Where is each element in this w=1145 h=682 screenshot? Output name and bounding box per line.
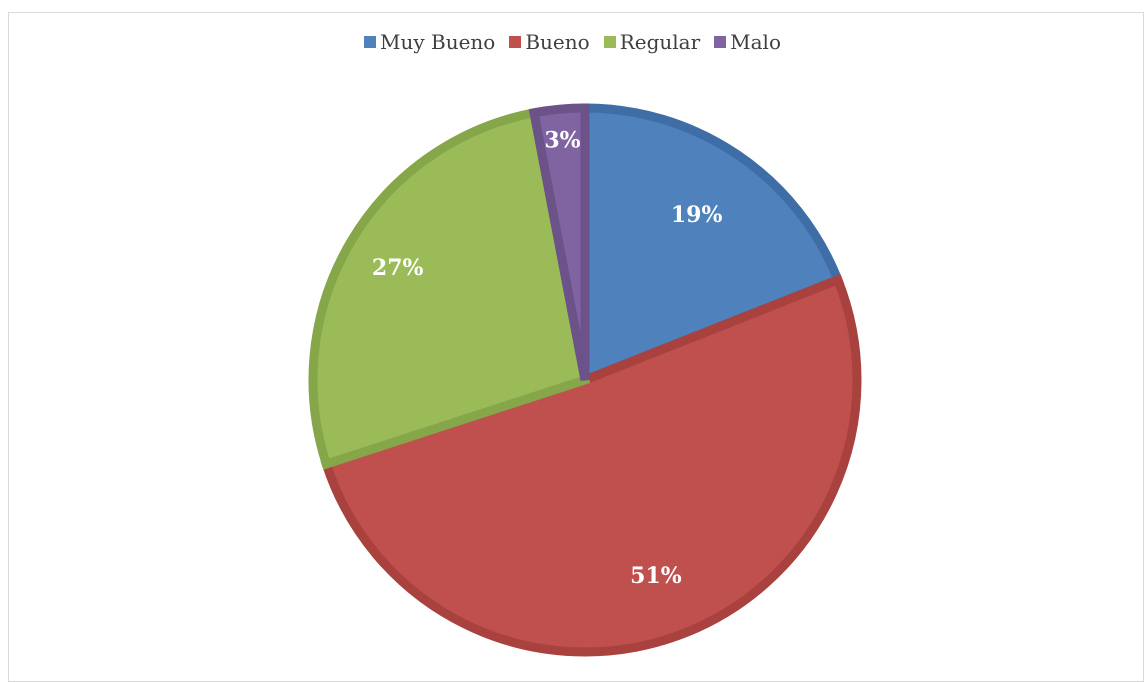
legend-item-muy-bueno: Muy Bueno	[363, 30, 496, 54]
data-label-muy-bueno: 19%	[671, 202, 723, 228]
legend-swatch-malo	[714, 36, 727, 48]
pie-slice-muy-bueno	[580, 103, 844, 387]
data-label-malo: 3%	[544, 128, 580, 154]
pie-slice-malo	[528, 103, 590, 381]
pie-slice-regular	[308, 107, 591, 470]
legend-swatch-bueno	[509, 36, 522, 48]
legend-label-malo: Malo	[730, 30, 781, 54]
data-label-bueno: 51%	[630, 563, 682, 589]
legend-item-bueno: Bueno	[509, 30, 590, 54]
legend-label-bueno: Bueno	[525, 30, 590, 54]
legend-swatch-regular	[603, 36, 616, 48]
legend-label-muy-bueno: Muy Bueno	[379, 30, 496, 54]
legend-swatch-muy-bueno	[363, 36, 376, 48]
data-label-regular: 27%	[372, 255, 424, 281]
legend-item-regular: Regular	[603, 30, 701, 54]
chart-legend: Muy Bueno Bueno Regular Malo	[0, 30, 1145, 54]
legend-label-regular: Regular	[619, 30, 701, 54]
legend-item-malo: Malo	[714, 30, 781, 54]
pie-slice-bueno	[320, 274, 862, 657]
